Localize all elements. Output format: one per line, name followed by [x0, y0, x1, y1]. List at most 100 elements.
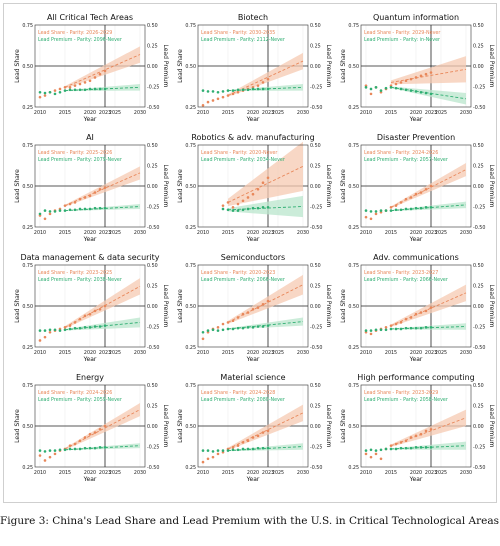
premium-point [424, 206, 428, 209]
ytick-right: -0.50 [147, 105, 159, 111]
ytick-left: 0.25 [22, 345, 33, 351]
share-point [93, 309, 97, 313]
premium-point [98, 446, 102, 449]
share-point [409, 436, 413, 439]
xtick: 2015 [59, 230, 71, 236]
share-point [43, 335, 47, 339]
premium-point [384, 209, 388, 212]
share-point [389, 324, 393, 327]
share-point [251, 192, 255, 196]
share-forecast-band [228, 404, 303, 451]
premium-point [379, 209, 383, 212]
panel-title: Material science [220, 373, 285, 382]
share-point [261, 181, 265, 185]
premium-point [409, 446, 413, 450]
xtick: 2015 [222, 230, 234, 236]
legend-premium: Lead Premium - Parity: 2057-Never [364, 157, 448, 163]
share-point [429, 71, 433, 74]
xtick-present: 2023 [425, 230, 437, 236]
xtick: 2030 [460, 470, 472, 476]
y-axis-label-left: Lead Share [14, 49, 21, 83]
premium-point [236, 326, 240, 330]
premium-point [236, 448, 240, 452]
share-point [88, 79, 92, 83]
premium-point [429, 206, 433, 209]
premium-point [261, 206, 265, 209]
xtick: 2015 [59, 470, 71, 476]
ytick-right: 0.25 [310, 43, 321, 49]
share-point [419, 311, 423, 314]
ytick-right: 0.50 [473, 23, 484, 29]
chart-panel: High performance computing Lead Share - P… [340, 373, 495, 483]
ytick-left: 0.25 [185, 225, 196, 231]
share-point [38, 339, 42, 342]
premium-point [93, 206, 97, 210]
ytick-left: 0.50 [185, 304, 196, 310]
share-forecast-band-mean [227, 165, 304, 203]
ytick-right: 0.00 [473, 64, 484, 70]
share-point [424, 309, 428, 313]
share-forecast-band [228, 141, 303, 207]
legend-premium: Lead Premium - Parity: 2080-Never [201, 397, 285, 403]
legend-share: Lead Share - Parity: 2020-Never [201, 150, 277, 156]
premium-point [43, 450, 47, 453]
premium-point [414, 446, 418, 449]
ytick-right: -0.50 [473, 225, 485, 231]
ytick-left: 0.25 [22, 225, 33, 231]
xtick: 2030 [460, 350, 472, 356]
x-axis-label: Year [409, 116, 423, 123]
ytick-right: 0.50 [310, 143, 321, 149]
premium-point [399, 208, 403, 212]
premium-forecast-band-mean [64, 86, 141, 92]
xtick: 2025 [435, 230, 447, 236]
premium-forecast-band-mean [64, 206, 141, 212]
share-forecast-band-mean [390, 417, 467, 447]
share-point [206, 100, 210, 104]
share-point [251, 436, 255, 439]
premium-point [83, 326, 87, 329]
premium-point [63, 89, 67, 92]
share-point [221, 204, 225, 207]
share-point [38, 454, 42, 457]
premium-point [68, 327, 72, 331]
ytick-left: 0.25 [22, 465, 33, 471]
chart-panel: Robotics & adv. manufacturing Lead Share … [177, 133, 332, 243]
ytick-right: -0.25 [473, 204, 485, 210]
panel-title: Biotech [238, 13, 268, 22]
xtick: 2015 [59, 110, 71, 116]
share-point [374, 212, 378, 216]
premium-point [211, 450, 215, 453]
ytick-right: -0.25 [473, 84, 485, 90]
premium-point [246, 326, 250, 329]
ytick-right: -0.25 [310, 444, 322, 450]
ytick-right: 0.50 [310, 263, 321, 269]
legend-premium: Lead Premium - Parity: 2066-Never [364, 277, 448, 283]
premium-point [369, 448, 373, 452]
premium-point [226, 449, 230, 452]
share-point [63, 204, 67, 207]
share-point [43, 217, 47, 221]
premium-point [73, 88, 77, 92]
share-forecast-band [65, 166, 140, 207]
ytick-left: 0.75 [22, 143, 33, 149]
premium-point [231, 89, 235, 92]
share-point [63, 86, 67, 89]
share-point [38, 95, 42, 99]
share-forecast-band [65, 46, 140, 89]
plot-frame [360, 264, 472, 348]
ytick-right: -0.25 [147, 324, 159, 330]
premium-point [206, 329, 210, 332]
premium-point [48, 328, 52, 332]
premium-point [63, 448, 67, 452]
premium-forecast-band [65, 84, 140, 92]
share-forecast-band-mean [390, 68, 467, 83]
x-axis-label: Year [83, 116, 97, 123]
y-axis-label-right: Lead Premium [162, 284, 169, 327]
share-forecast-band [391, 163, 466, 209]
xtick: 2030 [297, 230, 309, 236]
ytick-right: -0.50 [310, 225, 322, 231]
premium-point [266, 87, 270, 91]
premium-point [93, 446, 97, 450]
